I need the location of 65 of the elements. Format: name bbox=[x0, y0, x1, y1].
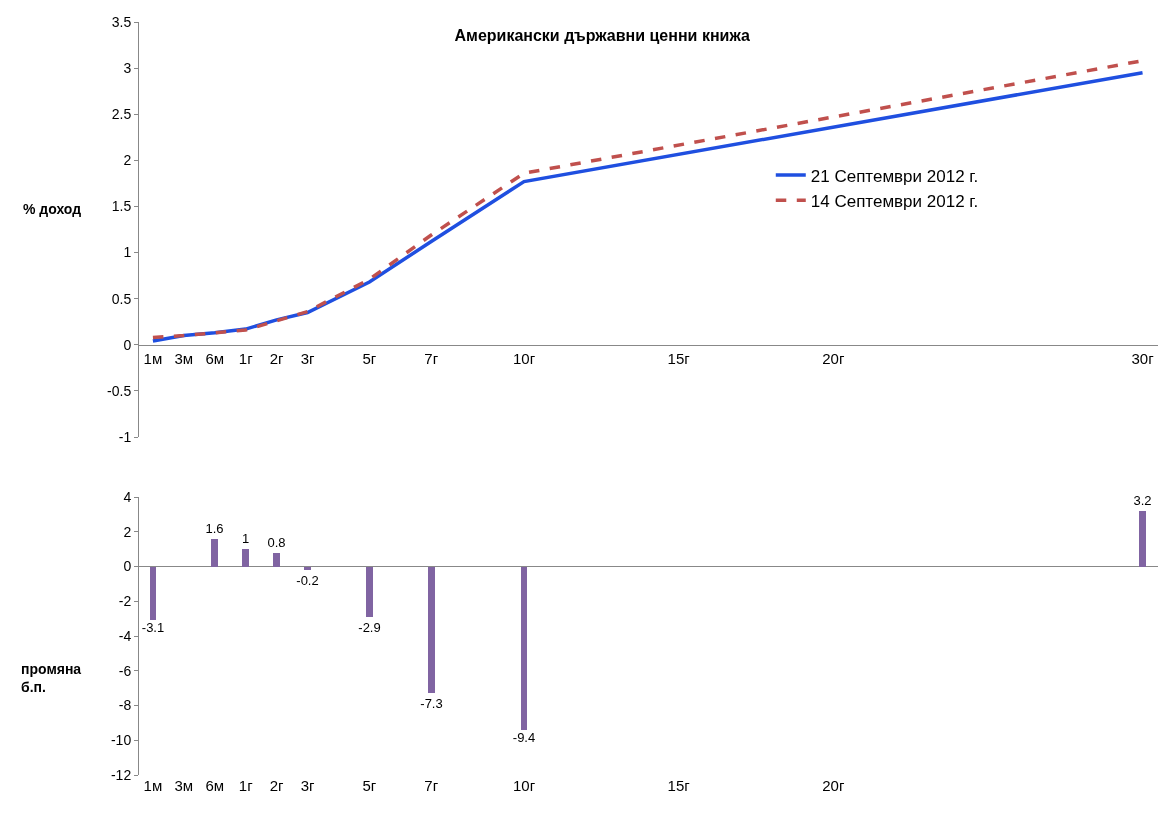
data-label: 1.6 bbox=[205, 521, 224, 536]
x-tick-label: 20г bbox=[822, 349, 845, 367]
x-tick-label: 7г bbox=[424, 349, 439, 367]
data-label: -9.4 bbox=[512, 730, 536, 745]
bar bbox=[366, 567, 373, 617]
bar bbox=[521, 567, 527, 730]
x-tick-label: 1г bbox=[238, 349, 254, 367]
y-tick-label: 3 bbox=[123, 60, 132, 77]
data-label: -2.9 bbox=[358, 620, 381, 635]
x-tick-label: 10г bbox=[512, 349, 536, 367]
y-tick-label: -12 bbox=[110, 766, 132, 783]
y-tick-label: 4 bbox=[123, 488, 132, 505]
data-label: 3.2 bbox=[1133, 493, 1152, 508]
legend-label: 21 Септември 2012 г. bbox=[810, 166, 979, 186]
y-tick-label: -2 bbox=[118, 593, 132, 610]
y-tick-label: 1 bbox=[123, 244, 132, 261]
x-tick-label: 30г bbox=[1131, 349, 1155, 367]
y-tick-label: -1 bbox=[118, 428, 132, 445]
x-tick-label: 2г bbox=[269, 777, 285, 794]
x-tick-label: 1м bbox=[143, 777, 163, 794]
y-tick-label: -8 bbox=[118, 697, 132, 714]
x-tick-label: 20г bbox=[822, 777, 845, 794]
x-tick-label: 1г bbox=[238, 777, 254, 794]
x-tick-label: 2г bbox=[269, 349, 285, 367]
x-tick-label: 15г bbox=[667, 349, 691, 367]
x-tick-label: 1м bbox=[143, 349, 163, 367]
data-label: -0.2 bbox=[296, 573, 319, 588]
data-label: -3.1 bbox=[141, 620, 165, 635]
chart-title: Американски държавни ценни книжа bbox=[454, 27, 750, 45]
x-tick-label: 3г bbox=[300, 777, 315, 794]
y-tick-label: 0 bbox=[123, 558, 132, 575]
x-tick-label: 5г bbox=[362, 349, 377, 367]
x-tick-label: 3м bbox=[174, 349, 194, 367]
y-tick-label: -4 bbox=[118, 627, 132, 644]
x-tick-label: 3г bbox=[300, 349, 315, 367]
y-tick-label: 1.5 bbox=[111, 198, 132, 215]
bar bbox=[242, 549, 249, 567]
y-tick-label: 0.5 bbox=[111, 290, 132, 307]
y-tick-label: -10 bbox=[110, 732, 132, 749]
x-tick-label: 15г bbox=[667, 777, 691, 794]
x-tick-label: 6м bbox=[205, 777, 225, 794]
bar bbox=[273, 553, 280, 567]
y-tick-label: 3.5 bbox=[111, 13, 132, 30]
x-tick-label: 5г bbox=[362, 777, 377, 794]
x-tick-label: 10г bbox=[512, 777, 536, 794]
bar bbox=[211, 539, 218, 567]
y-tick-label: 2.5 bbox=[111, 106, 132, 123]
data-label: 0.8 bbox=[267, 535, 286, 550]
y-axis-title: % доход bbox=[23, 201, 82, 217]
bar bbox=[1139, 511, 1146, 567]
x-tick-label: 6м bbox=[205, 349, 225, 367]
x-tick-label: 7г bbox=[424, 777, 439, 794]
legend-label: 14 Септември 2012 г. bbox=[810, 191, 979, 211]
data-label: -7.3 bbox=[420, 696, 443, 711]
y-tick-label: -0.5 bbox=[107, 382, 132, 399]
y-tick-label: 0 bbox=[123, 336, 132, 353]
y-axis-title: промяна б.п. bbox=[21, 661, 82, 696]
y-tick-label: -6 bbox=[118, 662, 132, 679]
y-tick-label: 2 bbox=[123, 152, 132, 169]
bar bbox=[304, 567, 311, 570]
x-tick-label: 3м bbox=[174, 777, 194, 794]
y-tick-label: 2 bbox=[123, 523, 132, 540]
data-label: 1 bbox=[241, 531, 250, 546]
bar bbox=[428, 567, 435, 693]
bar bbox=[150, 567, 156, 620]
